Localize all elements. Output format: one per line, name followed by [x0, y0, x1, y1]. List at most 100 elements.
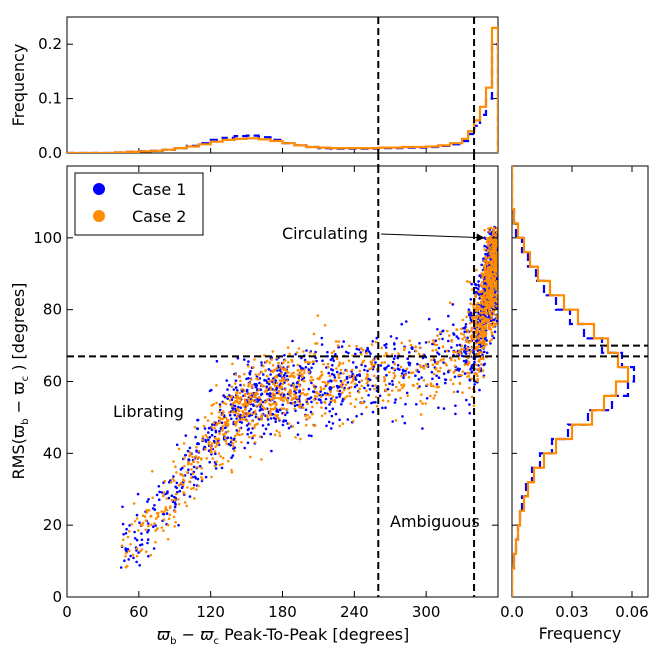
- right-hist-x-ticks: 0.0 0.03 0.06: [500, 166, 649, 621]
- scatter-point: [221, 425, 224, 428]
- scatter-point: [242, 414, 245, 417]
- scatter-point: [449, 378, 453, 382]
- scatter-point: [312, 332, 316, 336]
- scatter-point: [495, 319, 498, 323]
- scatter-point: [468, 403, 471, 406]
- scatter-point: [401, 368, 405, 372]
- scatter-point: [460, 344, 464, 348]
- scatter-point: [206, 419, 210, 422]
- scatter-point: [493, 270, 496, 273]
- scatter-point: [247, 392, 251, 396]
- scatter-point: [488, 311, 492, 314]
- scatter-point: [255, 377, 258, 380]
- scatter-point: [184, 453, 187, 457]
- scatter-point: [261, 404, 264, 408]
- scatter-point: [302, 388, 305, 391]
- legend-label-case-2: Case 2: [132, 207, 186, 226]
- scatter-point: [269, 411, 272, 415]
- scatter-point: [245, 419, 249, 423]
- scatter-point: [332, 359, 336, 363]
- scatter-point: [274, 420, 278, 424]
- scatter-point: [216, 422, 219, 425]
- scatter-point: [491, 285, 494, 288]
- scatter-point: [437, 376, 441, 380]
- scatter-point: [218, 416, 221, 420]
- scatter-point: [262, 385, 266, 388]
- scatter-point: [200, 466, 204, 470]
- scatter-point: [193, 497, 196, 500]
- scatter-point: [334, 353, 337, 356]
- scatter-point: [233, 437, 236, 441]
- scatter-point: [371, 340, 375, 343]
- right-hist-case-2: [512, 166, 630, 597]
- scatter-point: [312, 384, 316, 387]
- scatter-point: [234, 386, 238, 389]
- scatter-point: [211, 442, 214, 445]
- scatter-point: [201, 435, 205, 439]
- scatter-point: [169, 505, 172, 508]
- scatter-point: [274, 379, 278, 382]
- scatter-point: [175, 471, 178, 474]
- scatter-point: [338, 424, 342, 428]
- scatter-point: [385, 373, 388, 377]
- scatter-point: [304, 423, 308, 427]
- scatter-point: [475, 268, 478, 272]
- scatter-point: [149, 523, 153, 527]
- scatter-point: [311, 360, 315, 363]
- scatter-point: [286, 401, 290, 405]
- scatter-point: [257, 396, 261, 400]
- scatter-point: [283, 396, 287, 399]
- circulating-arrow: [380, 233, 485, 242]
- scatter-point: [288, 352, 291, 356]
- scatter-point: [384, 383, 388, 387]
- scatter-point: [218, 463, 222, 467]
- scatter-point: [480, 321, 484, 325]
- scatter-point: [277, 361, 280, 365]
- scatter-point: [190, 487, 193, 491]
- scatter-point: [218, 408, 222, 412]
- scatter-point: [268, 361, 272, 364]
- scatter-point: [315, 401, 319, 405]
- scatter-point: [214, 467, 218, 470]
- scatter-point: [454, 350, 458, 354]
- scatter-point: [469, 340, 473, 343]
- scatter-point: [187, 468, 190, 472]
- scatter-point: [275, 381, 279, 385]
- scatter-point: [320, 336, 324, 340]
- scatter-point: [273, 376, 277, 379]
- scatter-point: [204, 447, 207, 451]
- scatter-point: [210, 412, 213, 415]
- scatter-point: [421, 402, 424, 405]
- scatter-point: [429, 394, 432, 398]
- scatter-point: [214, 445, 217, 449]
- scatter-point: [250, 412, 254, 416]
- scatter-point: [177, 484, 181, 487]
- scatter-point: [253, 383, 256, 386]
- scatter-point: [457, 350, 461, 354]
- scatter-point: [432, 339, 435, 342]
- scatter-point: [493, 330, 497, 334]
- scatter-point: [426, 383, 429, 387]
- scatter-point: [272, 395, 276, 399]
- scatter-point: [260, 392, 264, 396]
- scatter-point: [474, 363, 478, 367]
- scatter-point: [264, 427, 268, 431]
- scatter-point: [354, 352, 357, 356]
- scatter-point: [432, 341, 436, 345]
- scatter-point: [417, 352, 421, 356]
- scatter-point: [269, 413, 272, 417]
- scatter-point: [240, 417, 244, 421]
- scatter-point: [278, 386, 282, 389]
- scatter-point: [394, 398, 397, 401]
- scatter-point: [175, 481, 179, 485]
- scatter-point: [160, 526, 164, 529]
- scatter-point: [157, 485, 161, 488]
- scatter-point: [489, 282, 492, 286]
- scatter-point: [276, 369, 279, 372]
- scatter-point: [462, 359, 466, 363]
- scatter-point: [182, 483, 185, 487]
- scatter-point: [224, 416, 228, 420]
- scatter-point: [237, 412, 240, 416]
- scatter-point: [467, 374, 471, 378]
- scatter-point: [221, 427, 224, 431]
